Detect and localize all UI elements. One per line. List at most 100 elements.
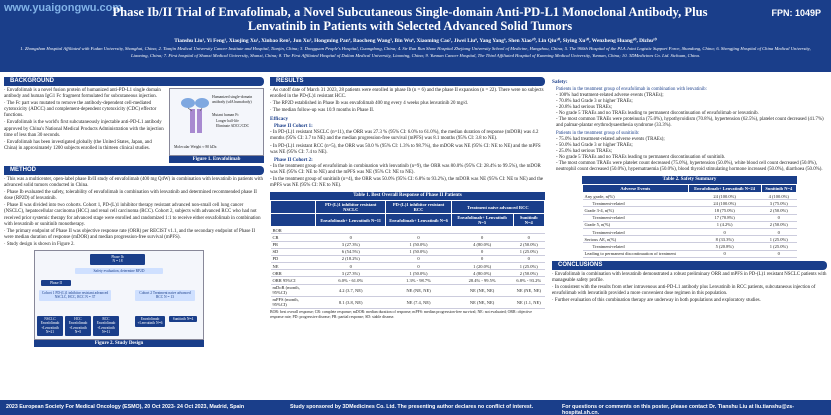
table-body: Any grade, n(%) 24 (100.0%) 4 (100.0%) Trea… [582,192,797,258]
table-cell: NE (NE, NE) [451,296,514,310]
table-cell: 0 [761,228,797,237]
table-cell: ORR [270,269,316,278]
cohort1-heading: Phase II Cohort 1: [274,124,313,130]
method-para: · Phase II was divided into two cohorts.… [4,203,261,227]
method-para: · The primary endpoint of Phase II was o… [4,228,255,240]
table-cell: 2 (50.0%) [761,221,797,229]
table-cell: 0 [761,250,797,258]
safety-item: - No grade 5 TRAEs and no TRAEs leading … [556,155,726,160]
table-cell: 0 [315,262,386,271]
table-cell [315,226,386,235]
table-cell: 0 [451,255,514,264]
conclusions-text: · Envafolimab in combination with lenvat… [552,272,827,304]
table-row: BOR [270,226,545,235]
table-cell: 2 (50.0%) [761,206,797,215]
conclusion-item: · Envafolimab in combination with lenvat… [552,271,827,283]
table-cell: 1 (50.0%) [385,248,452,256]
method-text: · This was a multicenter, open-label pha… [4,177,264,248]
results-heading: RESULTS [270,77,545,86]
table-cell: 1 (50.0%) [385,241,452,249]
table-cell: 4 (100.0%) [761,192,797,201]
table-group-header: PD-(L)1 inhibitor resistant RCC [385,200,452,215]
figure-1-caption: Figure 1. Envafolimab [169,156,264,163]
safety-item: - 20.8% had serious TRAEs; [556,105,613,110]
left-column: BACKGROUND · Envafolimab is a novel fusi… [4,77,264,348]
fig1-label-2: Mutant human Fc [212,113,239,117]
author-list: Tianshu Liu¹, Yi Feng¹, Xiaojing Xu¹, Xi… [174,38,657,44]
table-cell: mDoR (month, 95%CI) [270,284,316,297]
results-para: · As cutoff date of March 31 2023, 28 pa… [270,88,544,100]
table-header: Envafolimab+ Lenvatinib N=6 [385,213,452,228]
table-row: Grade 3-4, n(%) 18 (75.0%) 2 (50.0%) [582,206,797,215]
table-header: Envafolimab+ Lenvatinib N=11 [315,213,387,228]
middle-column: RESULTS · As cutoff date of March 31 202… [269,77,546,320]
cohort2-para: - In the treatment group of sunitinib (n… [270,176,544,189]
table-1: Table 1. Best Overall Response of Phase … [269,192,546,319]
table-cell: 2 (18.2%) [315,255,386,264]
table-cell: 6.0% - 61.0% [315,276,386,285]
background-para: · Envafolimab has been investigated glob… [4,139,152,151]
safety-box: Safety evaluation, determine RP2D [75,268,163,275]
envafolimab-diagram: Humanized single-domain antibody (sdA hu… [169,88,264,156]
results-para: · The RP2D established in Phase Ib was e… [270,101,468,107]
table-cell: 1 (50.0%) [385,269,452,278]
table-cell: NE (NE, NE) [385,284,452,297]
table-cell: 1 (4.2%) [688,221,762,229]
cohort2-box: Cohort 2 Treatment naive advanced RCC N … [135,290,195,301]
table-cell: 0 [315,233,386,242]
table-cell: 0 [513,233,545,242]
fig1-label-5: Molecular Weight ≈ 80 kDa [174,145,217,149]
safety-item: - The most common TRAEs were platelet co… [556,161,823,172]
table-row: CR 0 0 0 0 [270,233,545,242]
safety-group1-heading: Patients in the treatment group of envaf… [556,87,707,92]
footer-sponsor: Study sponsored by 3DMedicines Co. Ltd. … [290,404,534,410]
safety-item: - 75.0% had treatment-related adverse ev… [556,137,665,142]
safety-heading: Safety: [552,79,568,85]
background-para: · Envafolimab is a novel fusion protein … [4,88,161,100]
table-cell: 18 (75.0%) [688,206,762,215]
table-cell: Grade 5, n(%) [582,221,689,229]
table-cell: 1 (25.0%) [513,262,545,271]
poster-footer: 2023 European Society For Medical Oncolo… [0,400,831,415]
table-header: Sunitinib N=4 [512,213,546,228]
table-cell: 1 (25.0%) [761,242,797,251]
table-row: mDoR (month, 95%CI) 4.2 (3.7, NE) NE (NE, … [270,284,545,297]
table-cell: PD [270,255,316,264]
table-cell: 0 [451,233,514,242]
table-cell: 0 [688,250,762,258]
table-cell: 17 (70.8%) [688,214,762,222]
table-row: ORR 3 (27.3%) 1 (50.0%) 4 (80.0%) 2 (50.0%) [270,269,545,278]
table-row: SD 6 (54.5%) 1 (50.0%) 0 1 (25.0%) [270,248,545,256]
table-2-caption: Table 2. Safety Summary [582,176,797,184]
fig1-label-3: Longer half-life [216,119,239,123]
affiliations: 1. Zhongshan Hospital Affiliated with Fu… [20,46,811,58]
right-column: Safety: Patients in the treatment group … [552,77,827,305]
table-cell: Leading to permanent discontinuation of … [582,250,689,258]
table-row: Any grade, n(%) 24 (100.0%) 4 (100.0%) [582,192,797,201]
table-header: Envafolimab+ Lenvatinib N=24 [687,184,762,193]
table-cell: NE (1.1, NE) [513,296,545,310]
table-cell: 2 (50.0%) [513,241,545,249]
table-row: Leading to permanent discontinuation of … [582,250,797,258]
table-cell: 0 [513,255,545,264]
table-1-caption: Table 1. Best Overall Response of Phase … [270,192,545,201]
safety-group2-list: - 75.0% had treatment-related adverse ev… [552,137,827,173]
arm-box: HCC Envafolimab +Lenvatinib N=5 [65,316,91,336]
background-para: · The Fc part was mutated to remove the … [4,101,157,119]
safety-item: - 50.0% had Grade 3 or higher TRAEs; [556,143,633,148]
table-row: Treatment-related 24 (100.0%) 3 (75.0%) [582,199,797,208]
efficacy-heading: Efficacy [270,116,289,123]
table-cell: Any grade, n(%) [582,192,689,201]
table-2: Table 2. Safety Summary Adverse Events En… [582,176,798,258]
poster-header: www.yuaigongwu.com Phase Ib/II Trial of … [0,0,831,72]
table-cell: 8 (33.3%) [688,235,762,244]
cohort1-para: - In PD-(L)1 resistant NSCLC (n=11), the… [270,130,539,142]
table-cell: NE [270,262,316,271]
table-cell: 3 (27.3%) [315,269,386,278]
cohort1-text: - In PD-(L)1 resistant NSCLC (n=11), the… [270,130,545,155]
table-cell: ORR 95%CI [270,276,316,285]
table-cell: Treatment-related [582,214,689,222]
figure-2-caption: Figure 2. Study Design [34,340,204,348]
method-heading: METHOD [4,166,264,175]
table-cell: 5 (20.8%) [688,242,762,251]
